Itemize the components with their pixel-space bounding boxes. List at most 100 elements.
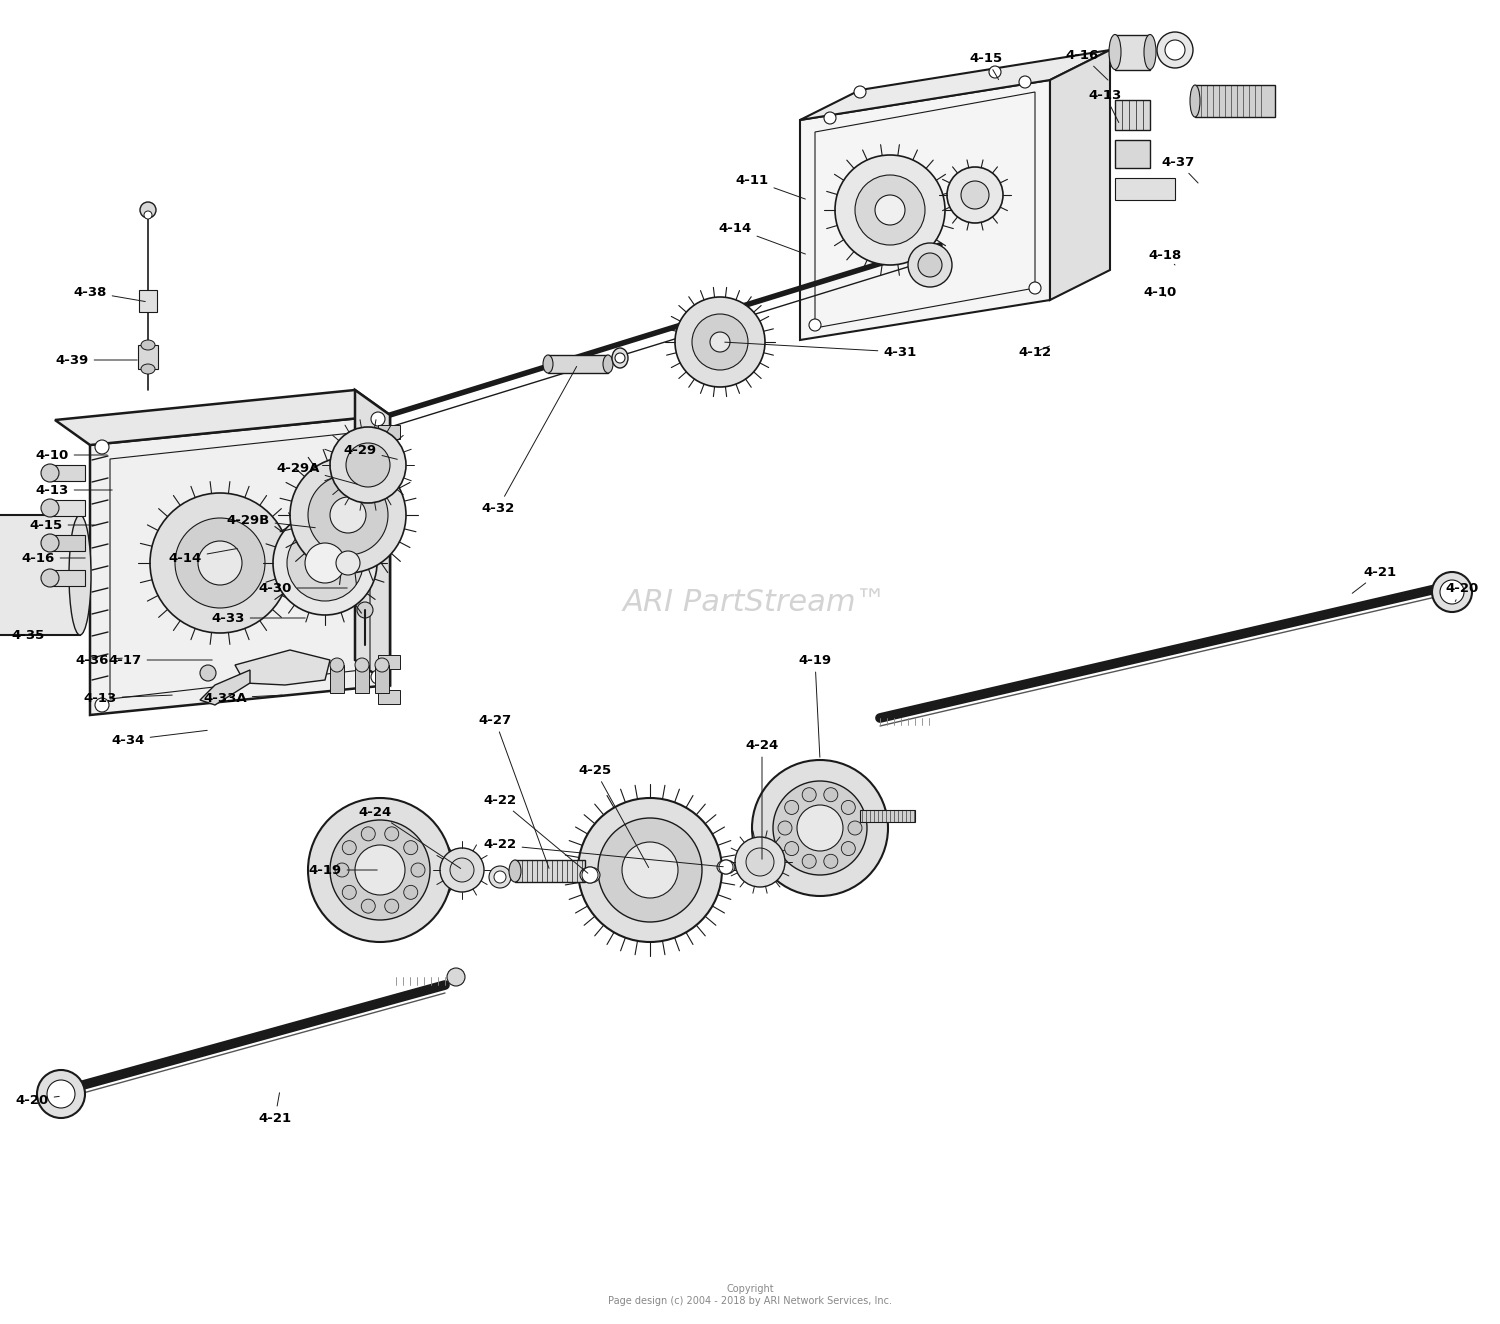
- Text: 4-16: 4-16: [1065, 49, 1108, 79]
- Circle shape: [778, 821, 792, 835]
- Circle shape: [94, 440, 110, 454]
- Bar: [140, 290, 158, 312]
- Bar: [1196, 85, 1275, 117]
- Circle shape: [336, 551, 360, 575]
- Circle shape: [772, 781, 867, 875]
- Circle shape: [752, 760, 888, 896]
- Circle shape: [1019, 75, 1031, 87]
- Text: 4-16: 4-16: [21, 552, 86, 564]
- Circle shape: [842, 801, 855, 814]
- Text: 4-37: 4-37: [1161, 155, 1198, 183]
- Circle shape: [357, 602, 374, 618]
- Polygon shape: [236, 650, 330, 685]
- Bar: [375, 665, 388, 692]
- Text: 4-38: 4-38: [74, 286, 146, 302]
- Circle shape: [946, 167, 1004, 222]
- Text: 4-10: 4-10: [36, 449, 106, 462]
- Ellipse shape: [543, 355, 554, 373]
- Circle shape: [615, 354, 626, 363]
- Text: 4-15: 4-15: [30, 519, 94, 531]
- Circle shape: [855, 175, 926, 245]
- Circle shape: [370, 670, 386, 685]
- Circle shape: [362, 828, 375, 841]
- Bar: [50, 571, 86, 587]
- Circle shape: [1432, 572, 1472, 612]
- Circle shape: [40, 463, 58, 482]
- Circle shape: [334, 863, 350, 876]
- Text: 4-10: 4-10: [1143, 286, 1176, 298]
- Ellipse shape: [509, 861, 520, 882]
- Bar: [138, 346, 158, 369]
- Text: 4-29: 4-29: [344, 444, 398, 459]
- Circle shape: [853, 86, 865, 98]
- Circle shape: [40, 534, 58, 552]
- Circle shape: [718, 861, 734, 874]
- Circle shape: [330, 658, 344, 673]
- Text: 4-13: 4-13: [84, 691, 172, 704]
- Circle shape: [908, 244, 952, 287]
- Circle shape: [735, 837, 784, 887]
- Circle shape: [675, 297, 765, 387]
- Circle shape: [489, 866, 512, 888]
- Text: 4-32: 4-32: [482, 367, 576, 515]
- Text: 4-24: 4-24: [358, 805, 460, 869]
- Ellipse shape: [141, 340, 154, 350]
- Ellipse shape: [69, 515, 92, 636]
- Bar: [548, 355, 608, 373]
- Text: 4-30: 4-30: [258, 581, 347, 594]
- Circle shape: [411, 863, 424, 876]
- Circle shape: [1166, 40, 1185, 60]
- Text: 4-21: 4-21: [1352, 565, 1396, 593]
- Ellipse shape: [612, 348, 628, 368]
- Bar: [378, 425, 400, 440]
- Circle shape: [362, 899, 375, 914]
- Circle shape: [144, 211, 152, 218]
- Polygon shape: [200, 670, 250, 704]
- Text: 4-12: 4-12: [1019, 346, 1052, 359]
- Circle shape: [784, 801, 798, 814]
- Bar: [859, 810, 915, 822]
- Circle shape: [404, 886, 417, 899]
- Text: 4-19: 4-19: [309, 863, 376, 876]
- Circle shape: [692, 314, 748, 369]
- Text: 4-19: 4-19: [798, 654, 831, 757]
- Circle shape: [842, 842, 855, 855]
- Bar: [378, 465, 400, 479]
- Circle shape: [342, 886, 357, 899]
- Bar: [356, 665, 369, 692]
- Circle shape: [370, 412, 386, 426]
- Circle shape: [808, 319, 820, 331]
- Ellipse shape: [141, 364, 154, 373]
- Circle shape: [494, 871, 506, 883]
- Circle shape: [140, 203, 156, 218]
- Bar: [1114, 140, 1150, 168]
- Circle shape: [447, 968, 465, 986]
- Circle shape: [710, 332, 730, 352]
- Circle shape: [988, 66, 1000, 78]
- Text: 4-25: 4-25: [579, 764, 648, 867]
- Text: 4-11: 4-11: [735, 173, 806, 199]
- Circle shape: [746, 847, 774, 876]
- Text: 4-35: 4-35: [12, 629, 68, 642]
- Circle shape: [578, 798, 722, 941]
- Text: 4-15: 4-15: [969, 52, 1002, 79]
- Circle shape: [598, 818, 702, 922]
- Bar: [0, 515, 80, 636]
- Ellipse shape: [580, 867, 600, 883]
- Polygon shape: [90, 414, 390, 715]
- Circle shape: [286, 526, 363, 601]
- Text: 4-33: 4-33: [211, 612, 304, 625]
- Bar: [50, 535, 86, 551]
- Circle shape: [404, 841, 417, 855]
- Circle shape: [150, 493, 290, 633]
- Circle shape: [290, 457, 406, 573]
- Circle shape: [342, 841, 357, 855]
- Circle shape: [330, 820, 430, 920]
- Text: 4-34: 4-34: [111, 731, 207, 747]
- Circle shape: [802, 788, 816, 802]
- Circle shape: [962, 181, 988, 209]
- Circle shape: [1440, 580, 1464, 604]
- Text: 4-17: 4-17: [108, 654, 211, 666]
- Bar: [50, 465, 86, 481]
- Text: 4-13: 4-13: [36, 483, 112, 496]
